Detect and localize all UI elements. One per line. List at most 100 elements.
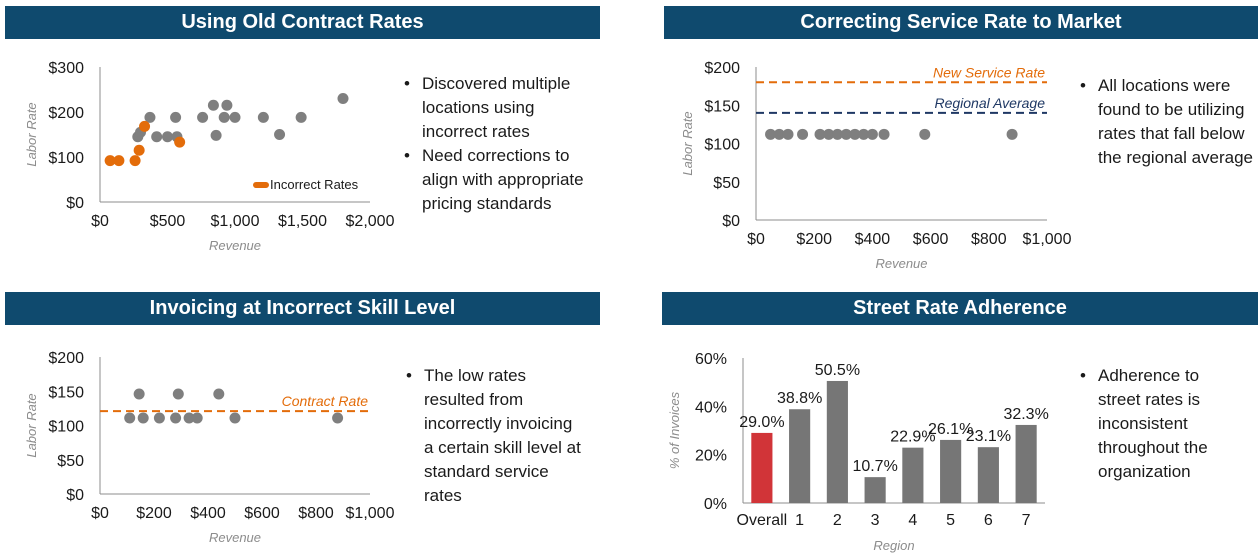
x-tick-label: $0 — [91, 505, 109, 522]
data-point — [129, 155, 141, 167]
x-tick-label: $0 — [91, 213, 109, 230]
data-point — [858, 128, 870, 140]
y-axis-title: Labor Rate — [24, 102, 39, 166]
data-point — [782, 128, 794, 140]
bullet-item: Need corrections to align with appropria… — [402, 144, 592, 216]
x-tick-label: $1,500 — [278, 213, 327, 230]
data-point — [221, 99, 233, 111]
x-tick-label: $2,000 — [346, 213, 395, 230]
data-point — [137, 412, 149, 424]
y-tick-label: $300 — [48, 60, 84, 77]
x-tick-label: 2 — [833, 512, 842, 529]
data-point — [213, 388, 225, 400]
x-tick-label: $600 — [244, 505, 280, 522]
data-point — [1006, 128, 1018, 140]
data-point — [257, 111, 269, 123]
bar — [864, 477, 886, 503]
data-point — [144, 111, 156, 123]
chart-old-contract-rates: $0 $100 $200 $300 Labor Rate $0 $500 $1,000 $1,5… — [24, 60, 395, 253]
x-tick-label: 3 — [871, 512, 880, 529]
data-point — [139, 120, 151, 132]
bar-value-label: 32.3% — [1003, 406, 1048, 423]
data-point — [124, 412, 136, 424]
data-point — [170, 412, 182, 424]
data-point — [337, 93, 349, 104]
y-tick-label: 60% — [695, 351, 727, 368]
reference-line-label: Regional Average — [934, 95, 1045, 111]
bar — [826, 380, 848, 503]
y-tick-label: $100 — [704, 137, 740, 154]
data-point — [229, 412, 241, 424]
x-tick-label: $400 — [855, 231, 891, 248]
data-point — [814, 128, 826, 140]
data-point — [274, 129, 286, 140]
x-tick-label: $1,000 — [346, 505, 395, 522]
x-tick-label: $400 — [190, 505, 226, 522]
y-tick-label: $200 — [704, 60, 740, 77]
x-tick-label: $800 — [971, 231, 1007, 248]
x-axis-title: Revenue — [209, 238, 261, 253]
y-axis-title: Labor Rate — [24, 393, 39, 457]
x-tick-label: 6 — [984, 512, 993, 529]
data-point — [172, 388, 184, 400]
data-point — [295, 111, 307, 123]
y-axis-title: Labor Rate — [680, 111, 695, 175]
bar-value-label: 50.5% — [815, 362, 860, 379]
bar-value-label: 22.9% — [890, 429, 935, 446]
data-point — [765, 128, 777, 140]
bar — [1015, 424, 1037, 503]
data-point — [866, 128, 878, 140]
x-tick-label: $0 — [747, 231, 765, 248]
x-tick-label: $1,000 — [211, 213, 260, 230]
bar — [902, 447, 924, 503]
x-axis-title: Revenue — [875, 256, 927, 271]
y-tick-label: $100 — [48, 419, 84, 436]
x-tick-label: $600 — [913, 231, 949, 248]
y-tick-label: $150 — [48, 384, 84, 401]
bar-value-label: 23.1% — [966, 428, 1011, 445]
panel-title: Invoicing at Incorrect Skill Level — [5, 292, 600, 325]
data-point — [162, 131, 173, 143]
bar-value-label: 29.0% — [739, 414, 784, 431]
y-tick-label: 40% — [695, 399, 727, 416]
y-tick-label: 20% — [695, 448, 727, 465]
y-tick-label: $50 — [57, 453, 84, 470]
panel-title: Correcting Service Rate to Market — [664, 6, 1258, 39]
x-axis-title: Revenue — [209, 530, 261, 545]
reference-line-label: Contract Rate — [282, 393, 369, 409]
data-point — [210, 129, 222, 141]
data-point — [153, 412, 165, 424]
data-point — [170, 111, 182, 123]
x-tick-label: $200 — [136, 505, 172, 522]
data-point — [174, 136, 186, 148]
data-point — [218, 111, 230, 123]
data-point — [133, 144, 145, 156]
data-point — [823, 128, 835, 140]
chart-street-rate-adherence: 0% 20% 40% 60% % of Invoices 29.0% Overall 38.8… — [667, 351, 1049, 553]
data-point — [878, 128, 890, 140]
x-tick-label: 1 — [795, 512, 804, 529]
bar-value-label: 10.7% — [852, 458, 897, 475]
data-point — [197, 111, 209, 123]
data-point — [840, 128, 852, 140]
bar — [940, 439, 962, 503]
y-tick-label: $150 — [704, 98, 740, 115]
panel-title: Street Rate Adherence — [662, 292, 1258, 325]
data-point — [229, 111, 241, 123]
bar — [977, 447, 999, 503]
bar-value-label: 38.8% — [777, 390, 822, 407]
bullet-list: Discovered multiple locations using inco… — [402, 72, 592, 216]
bullet-list: All locations were found to be utilizing… — [1078, 74, 1256, 170]
x-tick-label: 7 — [1022, 512, 1031, 529]
bullet-item: Adherence to street rates is inconsisten… — [1078, 364, 1238, 484]
x-tick-label: $200 — [796, 231, 832, 248]
x-axis-title: Region — [873, 538, 914, 553]
data-point — [191, 412, 203, 424]
y-tick-label: $0 — [66, 487, 84, 504]
chart-incorrect-skill-level: $0 $50 $100 $150 $200 Labor Rate $0 $200 $400 $60… — [24, 350, 395, 545]
y-tick-label: $0 — [66, 195, 84, 212]
legend-label: Incorrect Rates — [270, 177, 359, 192]
data-point — [104, 155, 116, 167]
x-tick-label: $1,000 — [1023, 231, 1072, 248]
data-point — [332, 412, 344, 424]
